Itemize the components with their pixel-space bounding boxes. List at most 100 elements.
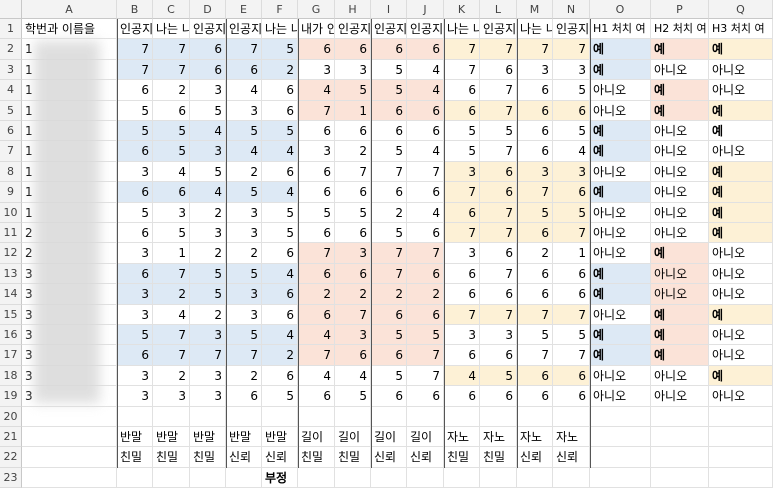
data-cell[interactable]: 아니오: [709, 263, 773, 285]
data-cell[interactable]: 5: [371, 365, 407, 387]
data-cell[interactable]: 4: [153, 304, 190, 325]
data-cell[interactable]: 7: [480, 304, 517, 325]
data-cell[interactable]: 6: [153, 182, 190, 203]
column-header-B[interactable]: B: [117, 0, 153, 19]
data-cell[interactable]: 아니오: [709, 80, 773, 101]
data-cell[interactable]: 7: [407, 365, 444, 387]
label-cell[interactable]: 친밀: [117, 447, 153, 468]
data-cell[interactable]: 6: [298, 182, 335, 203]
row-header-11[interactable]: 11: [0, 223, 22, 244]
empty-cell[interactable]: [480, 406, 517, 427]
header-cell[interactable]: 인공지: [190, 19, 226, 40]
row-header-10[interactable]: 10: [0, 202, 22, 223]
data-cell[interactable]: 아니오: [590, 243, 651, 264]
data-cell[interactable]: 2: [407, 284, 444, 305]
data-cell[interactable]: 6: [371, 100, 407, 121]
data-cell[interactable]: 6: [553, 100, 590, 121]
row-header-3[interactable]: 3: [0, 59, 22, 81]
empty-cell[interactable]: [153, 406, 190, 427]
data-cell[interactable]: 7: [153, 263, 190, 285]
data-cell[interactable]: 7: [553, 304, 590, 325]
data-cell[interactable]: 6: [298, 161, 335, 183]
column-header-A[interactable]: A: [22, 0, 117, 19]
row23-cell[interactable]: [444, 467, 480, 488]
row-header-13[interactable]: 13: [0, 263, 22, 285]
data-cell[interactable]: 7: [444, 39, 480, 60]
data-cell[interactable]: 6: [371, 304, 407, 325]
data-cell[interactable]: 예: [709, 304, 773, 325]
data-cell[interactable]: 예: [590, 325, 651, 346]
column-header-O[interactable]: O: [590, 0, 651, 19]
data-cell[interactable]: 6: [480, 182, 517, 203]
data-cell[interactable]: 4: [262, 141, 298, 162]
data-cell[interactable]: 5: [553, 325, 590, 346]
column-header-H[interactable]: H: [335, 0, 371, 19]
data-cell[interactable]: 3: [444, 325, 480, 346]
data-cell[interactable]: 예: [651, 304, 709, 325]
data-cell[interactable]: 4: [298, 325, 335, 346]
data-cell[interactable]: 아니오: [590, 304, 651, 325]
data-cell[interactable]: 4: [298, 365, 335, 387]
data-cell[interactable]: 7: [335, 304, 371, 325]
label-cell[interactable]: 친밀: [298, 447, 335, 468]
column-header-E[interactable]: E: [226, 0, 262, 19]
data-cell[interactable]: 7: [407, 345, 444, 366]
row-header-21[interactable]: 21: [0, 427, 22, 448]
label-cell[interactable]: 길이: [298, 427, 335, 448]
label-cell[interactable]: [651, 447, 709, 468]
row-header-1[interactable]: 1: [0, 19, 22, 40]
data-cell[interactable]: 6: [335, 345, 371, 366]
data-cell[interactable]: 2: [226, 161, 262, 183]
data-cell[interactable]: 7: [517, 345, 553, 366]
label-cell[interactable]: [590, 427, 651, 448]
row23-cell[interactable]: [709, 467, 773, 488]
data-cell[interactable]: 6: [517, 263, 553, 285]
data-cell[interactable]: 2: [190, 243, 226, 264]
data-cell[interactable]: 3: [190, 365, 226, 387]
column-header-P[interactable]: P: [651, 0, 709, 19]
row-header-8[interactable]: 8: [0, 161, 22, 183]
data-cell[interactable]: 예: [709, 202, 773, 223]
data-cell[interactable]: 5: [335, 80, 371, 101]
label-cell[interactable]: 신뢰: [407, 447, 444, 468]
data-cell[interactable]: 예: [590, 141, 651, 162]
data-cell[interactable]: 7: [444, 182, 480, 203]
data-cell[interactable]: 예: [590, 39, 651, 60]
data-cell[interactable]: 6: [517, 121, 553, 142]
data-cell[interactable]: 6: [407, 100, 444, 121]
data-cell[interactable]: 3: [190, 223, 226, 244]
header-cell[interactable]: 학번과 이름을: [22, 19, 117, 40]
data-cell[interactable]: 5: [226, 121, 262, 142]
data-cell[interactable]: 7: [553, 223, 590, 244]
label-cell[interactable]: [22, 427, 117, 448]
data-cell[interactable]: 3: [117, 304, 153, 325]
data-cell[interactable]: 6: [262, 161, 298, 183]
row-header-15[interactable]: 15: [0, 304, 22, 325]
cell-name[interactable]: 3: [22, 386, 117, 407]
data-cell[interactable]: 5: [117, 100, 153, 121]
data-cell[interactable]: 6: [553, 182, 590, 203]
data-cell[interactable]: 6: [298, 386, 335, 407]
empty-cell[interactable]: [22, 406, 117, 427]
data-cell[interactable]: 4: [226, 141, 262, 162]
data-cell[interactable]: 6: [153, 100, 190, 121]
data-cell[interactable]: 7: [553, 345, 590, 366]
header-cell[interactable]: H1 처치 여: [590, 19, 651, 40]
data-cell[interactable]: 5: [190, 100, 226, 121]
data-cell[interactable]: 7: [444, 304, 480, 325]
data-cell[interactable]: 4: [335, 365, 371, 387]
header-cell[interactable]: H3 처치 여: [709, 19, 773, 40]
data-cell[interactable]: 예: [590, 263, 651, 285]
row-header-5[interactable]: 5: [0, 100, 22, 121]
data-cell[interactable]: 예: [709, 121, 773, 142]
row23-cell[interactable]: [651, 467, 709, 488]
data-cell[interactable]: 3: [553, 161, 590, 183]
data-cell[interactable]: 3: [190, 386, 226, 407]
data-cell[interactable]: 6: [335, 263, 371, 285]
data-cell[interactable]: 3: [335, 59, 371, 81]
data-cell[interactable]: 3: [117, 161, 153, 183]
data-cell[interactable]: 7: [407, 161, 444, 183]
data-cell[interactable]: 6: [371, 121, 407, 142]
data-cell[interactable]: 5: [517, 202, 553, 223]
data-cell[interactable]: 7: [480, 223, 517, 244]
